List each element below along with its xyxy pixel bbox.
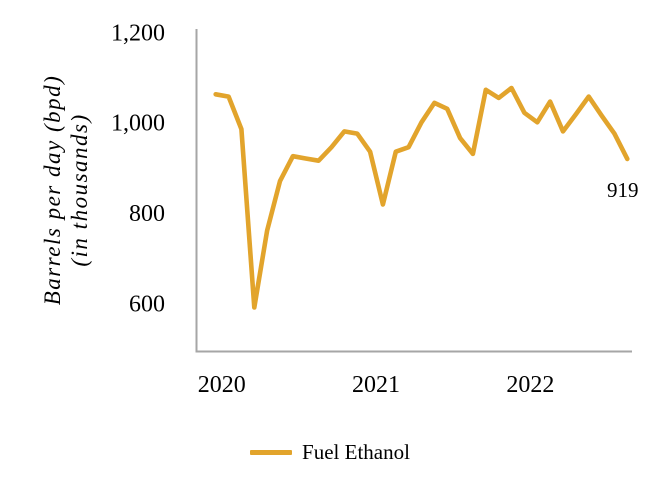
- x-tick-label: 2020: [198, 372, 246, 398]
- y-tick-label: 1,000: [111, 111, 165, 137]
- y-tick-label: 1,200: [111, 20, 165, 46]
- legend-label: Fuel Ethanol: [302, 440, 410, 464]
- fuel-ethanol-data-line: [213, 85, 630, 310]
- y-axis-title-line2: (in thousands): [67, 113, 92, 267]
- x-tick-label: 2021: [352, 372, 400, 398]
- y-tick-label: 800: [129, 201, 165, 227]
- x-tick-label: 2022: [506, 372, 554, 398]
- end-value-label: 919: [607, 177, 639, 202]
- legend-line-swatch: [250, 450, 293, 455]
- y-axis-title-line1: Barrels per day (bpd): [40, 74, 65, 306]
- y-tick-label: 600: [129, 291, 165, 317]
- legend: Fuel Ethanol: [0, 440, 660, 465]
